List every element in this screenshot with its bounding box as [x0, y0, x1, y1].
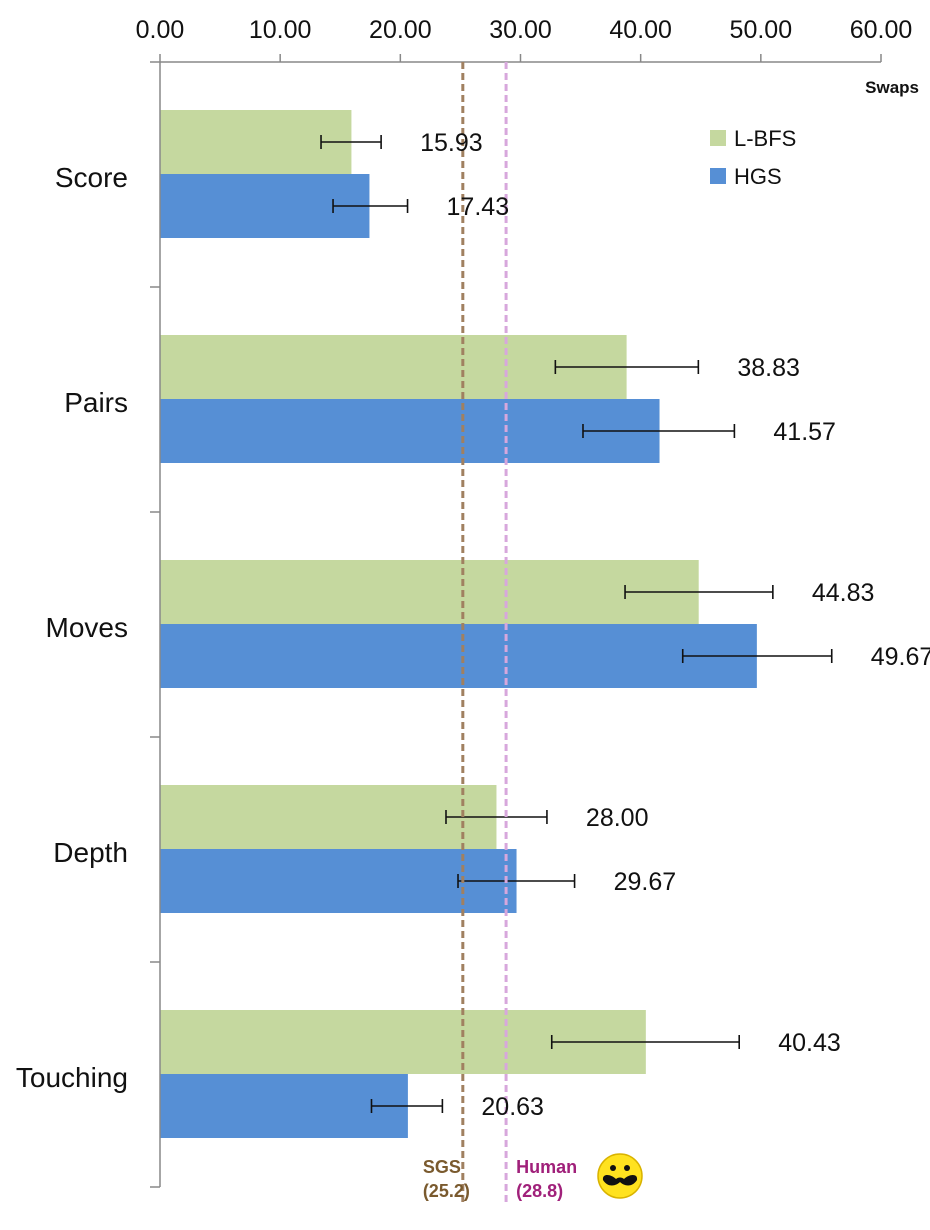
data-label: 44.83 — [812, 579, 875, 607]
data-label: 41.57 — [773, 418, 836, 446]
data-label: 29.67 — [614, 868, 677, 896]
bar-l-bfs — [160, 560, 699, 624]
legend-label: L-BFS — [734, 126, 796, 151]
mustache-smiley-icon — [597, 1153, 643, 1199]
legend: L-BFS HGS — [710, 126, 796, 189]
reference-line-label: Human — [516, 1157, 577, 1177]
data-label: 49.67 — [871, 643, 930, 671]
x-axis: 0.00 10.00 20.00 30.00 40.00 50.00 60.00 — [136, 16, 913, 63]
bars — [160, 110, 833, 1138]
y-tick-label: Pairs — [64, 387, 128, 418]
reference-line-value: (28.8) — [516, 1181, 563, 1201]
y-axis — [150, 61, 161, 1188]
data-label: 20.63 — [481, 1093, 544, 1121]
x-axis-unit-label: Swaps — [865, 78, 919, 97]
y-tick-label: Moves — [46, 612, 128, 643]
reference-lines — [461, 62, 508, 1202]
data-label: 40.43 — [778, 1029, 841, 1057]
x-tick-label: 60.00 — [850, 16, 913, 44]
bar-hgs — [160, 849, 517, 913]
legend-label: HGS — [734, 164, 782, 189]
data-label: 38.83 — [737, 354, 800, 382]
x-tick-label: 20.00 — [369, 16, 432, 44]
bar-l-bfs — [160, 785, 497, 849]
legend-swatch — [710, 168, 726, 184]
bar-hgs — [160, 1074, 408, 1138]
bar-l-bfs — [160, 335, 627, 399]
legend-swatch — [710, 130, 726, 146]
bar-l-bfs — [160, 110, 352, 174]
x-tick-label: 30.00 — [489, 16, 552, 44]
labels: 15.93 17.43 Score 38.83 41.57 Pairs 44.83 49.67… — [16, 129, 930, 1201]
bar-hgs — [160, 399, 660, 463]
reference-line-label: SGS — [423, 1157, 461, 1177]
data-label: 28.00 — [586, 804, 649, 832]
x-tick-label: 0.00 — [136, 16, 185, 44]
y-tick-label: Touching — [16, 1062, 128, 1093]
x-tick-label: 50.00 — [730, 16, 793, 44]
data-label: 15.93 — [420, 129, 483, 157]
bar-hgs — [160, 624, 757, 688]
y-tick-label: Depth — [53, 837, 128, 868]
data-label: 17.43 — [447, 193, 510, 221]
y-tick-label: Score — [55, 162, 128, 193]
x-tick-label: 40.00 — [609, 16, 672, 44]
x-tick-label: 10.00 — [249, 16, 312, 44]
reference-line-value: (25.2) — [423, 1181, 470, 1201]
